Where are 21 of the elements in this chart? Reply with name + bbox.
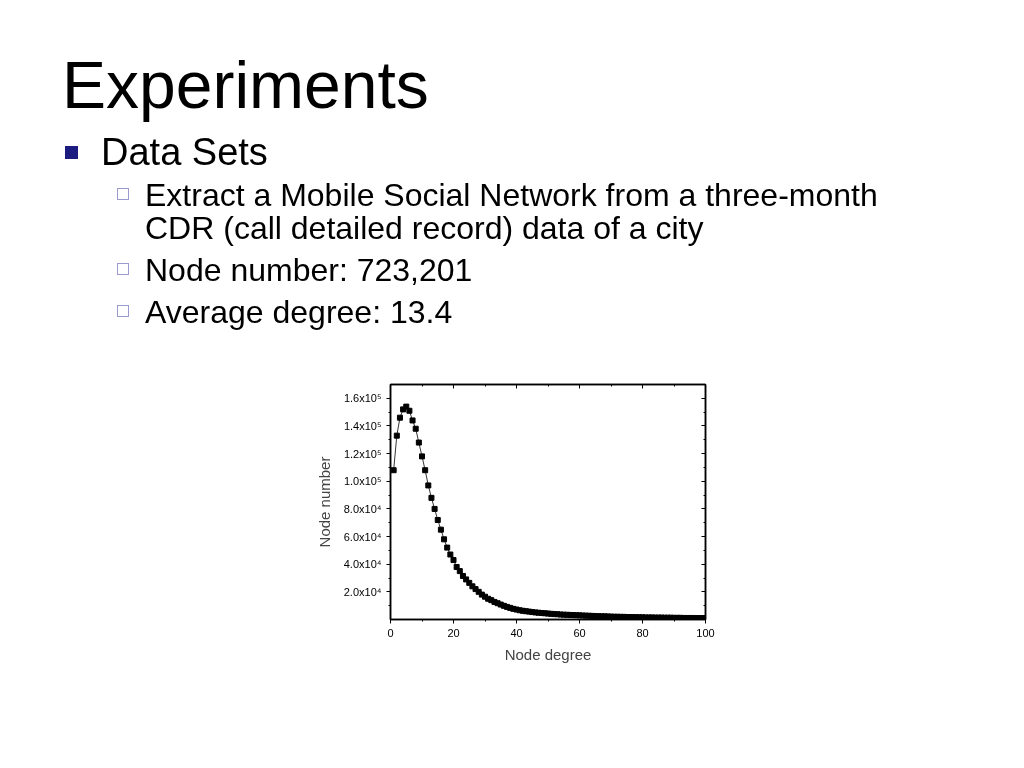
y-tick-label: 1.6x10⁵ (343, 392, 382, 405)
text: Node number: 723,201 (145, 252, 474, 288)
y-tick-label: 1.4x10⁵ (343, 419, 382, 432)
chart-title: Experiments (62, 48, 429, 122)
text: Extract a Mobile Social Network from a three-month CDR (call detailed record) data of a city (145, 177, 879, 246)
text: Data Sets (101, 130, 269, 174)
x-tick-label: 100 (696, 626, 715, 639)
y-tick-label: 1.2x10⁵ (343, 447, 382, 460)
x-tick-label: 40 (510, 626, 523, 639)
y-tick-label: 4.0x10⁴ (343, 558, 382, 571)
x-tick-label: 60 (573, 626, 586, 639)
x-tick-label: 80 (636, 626, 649, 639)
y-tick-label: 6.0x10⁴ (343, 530, 382, 543)
y-tick-label: 8.0x10⁴ (343, 502, 382, 515)
x-tick-label: 0 (387, 626, 394, 639)
y-axis-title: Node number (315, 456, 333, 548)
y-tick-label: 1.0x10⁵ (343, 475, 382, 488)
x-tick-label: 20 (447, 626, 460, 639)
text: Average degree: 13.4 (145, 294, 454, 330)
y-tick-label: 2.0x10⁴ (343, 585, 382, 598)
x-axis-title: Node degree (504, 645, 592, 663)
